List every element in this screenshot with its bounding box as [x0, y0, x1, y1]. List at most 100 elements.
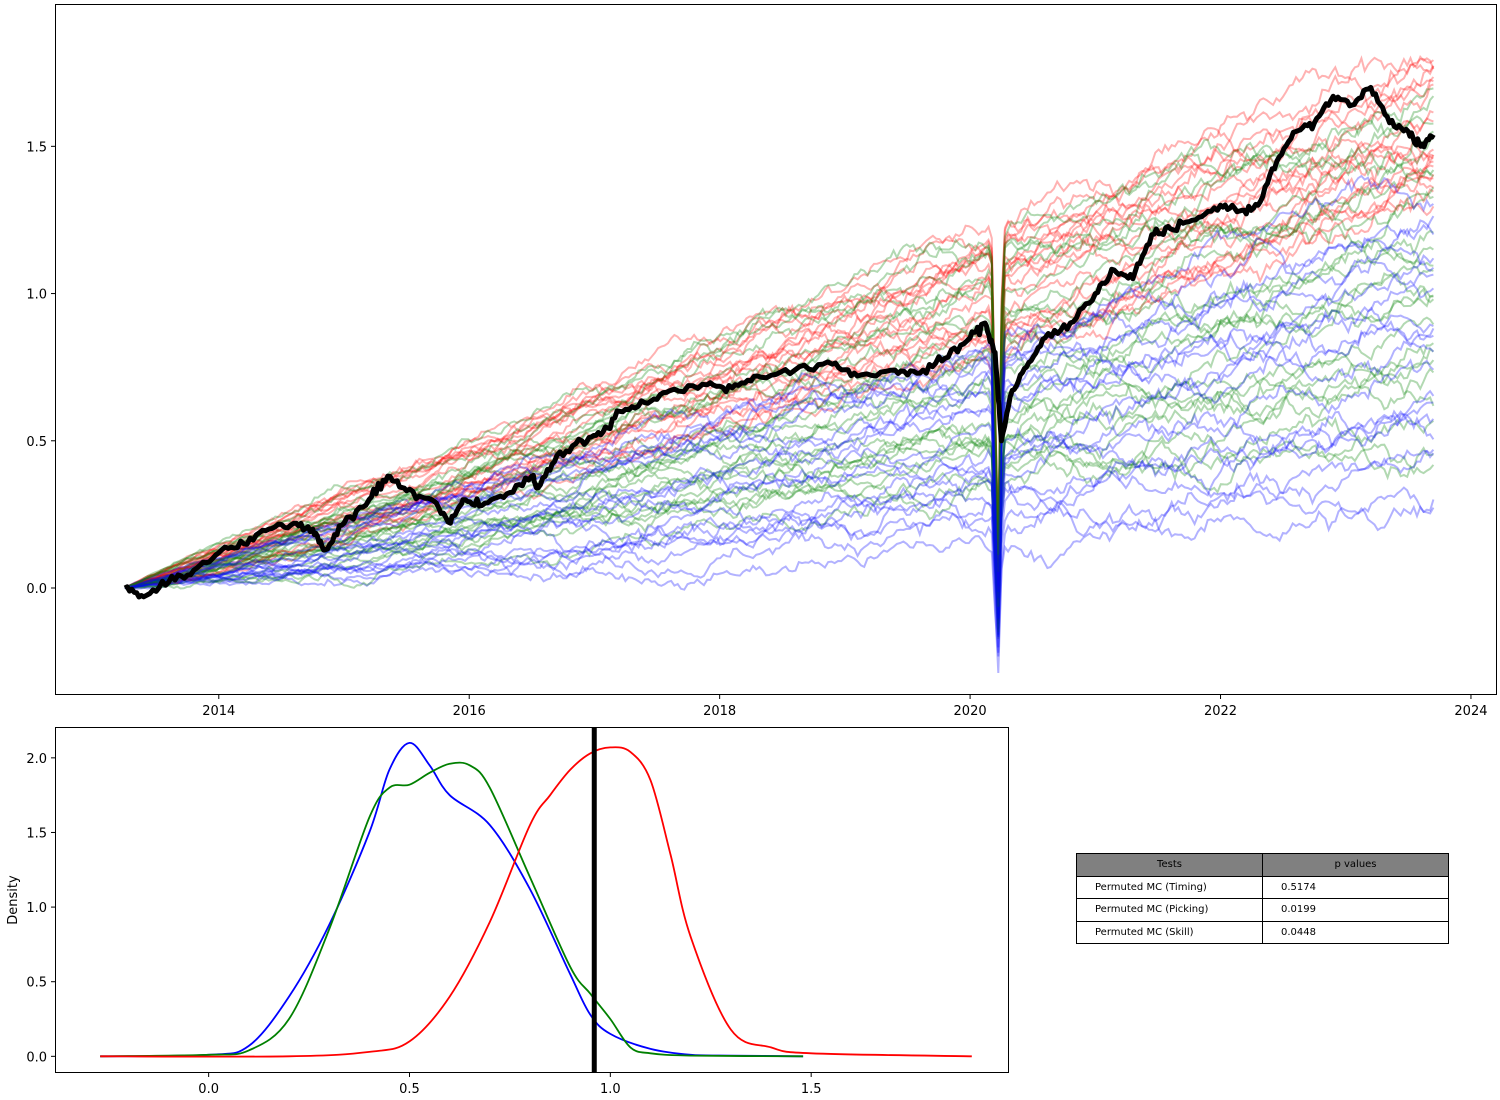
- bottom-axes-frame: [55, 727, 1009, 1073]
- table-cell-p-value: 0.0448: [1262, 920, 1449, 944]
- simulated-path: [124, 367, 1435, 605]
- simulated-path: [124, 284, 1435, 603]
- simulated-path: [124, 401, 1434, 638]
- x-tick-label: 2022: [1204, 704, 1237, 719]
- table-cell-p-value: 0.0199: [1262, 898, 1449, 922]
- simulated-path: [124, 95, 1435, 589]
- simulated-path: [124, 215, 1435, 619]
- density-chart: 0.0 0.5 1.0 1.5 0.0 0.5 1.0 1.5 2.0 Density: [6, 727, 1009, 1097]
- simulated-path: [124, 347, 1435, 624]
- top-y-axis: 0.0 0.5 1.0 1.5: [26, 140, 56, 597]
- simulated-path: [124, 229, 1434, 594]
- bottom-y-axis: 0.0 0.5 1.0 1.5 2.0: [26, 752, 56, 1065]
- bottom-x-axis: 0.0 0.5 1.0 1.5: [198, 1072, 822, 1097]
- density-curves: [100, 742, 972, 1058]
- simulated-path: [124, 150, 1435, 589]
- table-header-tests: Tests: [1076, 853, 1263, 877]
- simulated-path: [124, 65, 1435, 589]
- density-curve: [100, 761, 804, 1058]
- simulated-path: [124, 151, 1435, 589]
- table-row: Permuted MC (Picking) 0.0199: [1076, 898, 1449, 922]
- simulated-path: [124, 327, 1435, 648]
- simulated-path: [124, 413, 1435, 622]
- simulated-path: [124, 188, 1434, 630]
- density-curve: [100, 742, 804, 1058]
- simulated-path: [124, 166, 1435, 592]
- simulated-path: [124, 410, 1435, 624]
- simulated-path: [124, 306, 1434, 592]
- simulated-path: [124, 320, 1434, 619]
- y-tick-label: 2.0: [26, 752, 47, 767]
- simulated-path: [124, 246, 1434, 597]
- simulated-path: [124, 265, 1434, 633]
- simulated-path: [124, 358, 1435, 637]
- y-tick-label: 1.5: [26, 140, 47, 155]
- x-tick-label: 2014: [202, 704, 235, 719]
- simulated-path: [124, 295, 1434, 639]
- x-tick-label: 1.5: [801, 1082, 822, 1097]
- simulated-path: [124, 55, 1435, 589]
- simulated-path: [124, 174, 1434, 611]
- simulated-path: [124, 246, 1434, 589]
- simulated-path: [124, 83, 1434, 589]
- x-tick-label: 2020: [954, 704, 987, 719]
- simulated-path: [124, 287, 1435, 589]
- simulated-path: [124, 342, 1434, 630]
- simulated-path: [124, 449, 1435, 622]
- simulated-path: [124, 359, 1435, 631]
- x-tick-label: 2024: [1454, 704, 1487, 719]
- simulated-path: [124, 316, 1435, 622]
- simulated-paths: [124, 55, 1435, 674]
- actual-equity-curve: [123, 84, 1436, 600]
- x-tick-label: 1.0: [600, 1082, 621, 1097]
- paths-chart: 2014 2016 2018 2020 2022 2024 0.0 0.5 1.0 1.5: [26, 4, 1497, 719]
- simulated-path: [124, 63, 1435, 590]
- simulated-path: [124, 414, 1435, 653]
- simulated-path: [124, 109, 1434, 589]
- simulated-path: [124, 271, 1434, 606]
- x-tick-label: 2018: [703, 704, 736, 719]
- simulated-path: [124, 486, 1435, 657]
- p-values-table: Tests p values Permuted MC (Timing) 0.51…: [1076, 853, 1449, 944]
- table-row: Permuted MC (Timing) 0.5174: [1076, 875, 1449, 899]
- y-tick-label: 1.5: [26, 826, 47, 841]
- simulated-path: [124, 78, 1434, 589]
- y-tick-label: 1.0: [26, 901, 47, 916]
- simulated-path: [124, 442, 1434, 614]
- simulated-path: [124, 367, 1435, 625]
- simulated-path: [124, 389, 1435, 604]
- simulated-path: [124, 130, 1434, 607]
- simulated-path: [124, 153, 1434, 604]
- simulated-path: [124, 145, 1434, 589]
- simulated-path: [124, 160, 1434, 590]
- y-tick-label: 1.0: [26, 288, 47, 303]
- simulated-path: [124, 115, 1434, 589]
- y-tick-label: 0.0: [26, 1050, 47, 1065]
- table-header-p-values: p values: [1262, 853, 1449, 877]
- simulated-path: [124, 490, 1435, 636]
- density-curve: [100, 746, 972, 1058]
- top-x-axis: 2014 2016 2018 2020 2022 2024: [202, 694, 1488, 719]
- top-axes-frame: [55, 4, 1497, 695]
- simulated-path: [124, 55, 1435, 589]
- x-tick-label: 0.5: [399, 1082, 420, 1097]
- table-cell-p-value: 0.5174: [1262, 875, 1449, 899]
- density-axis-label: Density: [6, 875, 21, 925]
- simulated-path: [124, 117, 1434, 589]
- simulated-path: [124, 87, 1434, 589]
- table-header-row: Tests p values: [1076, 853, 1449, 877]
- table-row: Permuted MC (Skill) 0.0448: [1076, 920, 1449, 944]
- simulated-path: [124, 76, 1435, 589]
- simulated-path: [124, 254, 1435, 620]
- y-tick-label: 0.0: [26, 582, 47, 597]
- x-tick-label: 0.0: [198, 1082, 219, 1097]
- simulated-path: [124, 219, 1435, 598]
- table-cell-test: Permuted MC (Picking): [1076, 898, 1263, 922]
- table-cell-test: Permuted MC (Skill): [1076, 920, 1263, 944]
- y-tick-label: 0.5: [26, 976, 47, 991]
- simulated-path: [124, 418, 1435, 635]
- x-tick-label: 2016: [453, 704, 486, 719]
- table-cell-test: Permuted MC (Timing): [1076, 875, 1263, 899]
- simulated-path: [124, 449, 1435, 674]
